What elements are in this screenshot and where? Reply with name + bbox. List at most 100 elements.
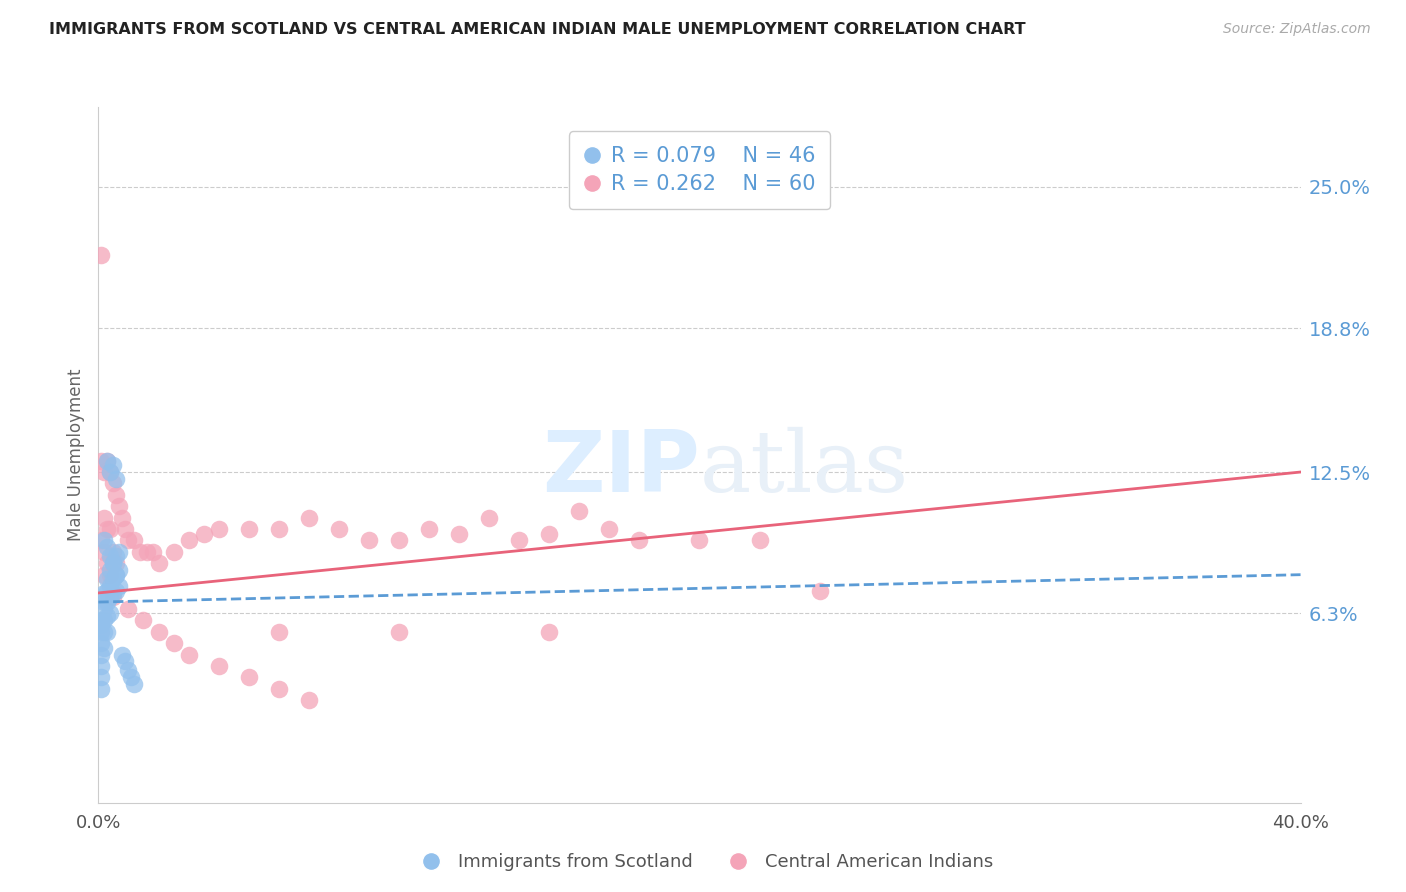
Point bbox=[96, 583, 118, 598]
Point bbox=[132, 613, 155, 627]
Point bbox=[598, 522, 620, 536]
Point bbox=[90, 681, 112, 696]
Point bbox=[177, 648, 200, 662]
Point bbox=[103, 556, 125, 570]
Point bbox=[108, 563, 131, 577]
Point bbox=[90, 248, 112, 262]
Point bbox=[105, 556, 128, 570]
Point bbox=[538, 624, 561, 639]
Point bbox=[162, 636, 184, 650]
Point bbox=[103, 458, 125, 473]
Point bbox=[208, 659, 231, 673]
Point bbox=[93, 586, 115, 600]
Point bbox=[96, 624, 118, 639]
Point bbox=[748, 533, 770, 548]
Point bbox=[93, 533, 115, 548]
Point bbox=[689, 533, 711, 548]
Point bbox=[90, 613, 112, 627]
Point bbox=[108, 545, 131, 559]
Point bbox=[103, 586, 125, 600]
Point bbox=[93, 545, 115, 559]
Point bbox=[96, 522, 118, 536]
Point bbox=[388, 533, 411, 548]
Point bbox=[93, 624, 115, 639]
Point bbox=[103, 556, 125, 570]
Point bbox=[90, 533, 112, 548]
Point bbox=[96, 453, 118, 467]
Point bbox=[90, 624, 112, 639]
Point bbox=[111, 510, 134, 524]
Point bbox=[100, 465, 122, 479]
Text: atlas: atlas bbox=[700, 427, 908, 510]
Point bbox=[117, 664, 139, 678]
Point bbox=[96, 556, 118, 570]
Text: IMMIGRANTS FROM SCOTLAND VS CENTRAL AMERICAN INDIAN MALE UNEMPLOYMENT CORRELATIO: IMMIGRANTS FROM SCOTLAND VS CENTRAL AMER… bbox=[49, 22, 1026, 37]
Point bbox=[100, 563, 122, 577]
Point bbox=[114, 654, 136, 668]
Point bbox=[568, 504, 591, 518]
Point bbox=[103, 545, 125, 559]
Point bbox=[238, 670, 260, 684]
Point bbox=[114, 522, 136, 536]
Point bbox=[388, 624, 411, 639]
Point bbox=[90, 636, 112, 650]
Point bbox=[103, 591, 125, 605]
Point bbox=[96, 541, 118, 555]
Point bbox=[111, 648, 134, 662]
Point bbox=[90, 618, 112, 632]
Point bbox=[121, 670, 143, 684]
Point bbox=[100, 579, 122, 593]
Point bbox=[148, 624, 170, 639]
Point bbox=[100, 549, 122, 564]
Point bbox=[108, 500, 131, 514]
Point bbox=[100, 522, 122, 536]
Text: Source: ZipAtlas.com: Source: ZipAtlas.com bbox=[1223, 22, 1371, 37]
Point bbox=[808, 583, 831, 598]
Point bbox=[447, 526, 470, 541]
Point bbox=[93, 510, 115, 524]
Legend: Immigrants from Scotland, Central American Indians: Immigrants from Scotland, Central Americ… bbox=[405, 847, 1001, 879]
Point bbox=[105, 583, 128, 598]
Point bbox=[267, 522, 290, 536]
Point bbox=[105, 567, 128, 582]
Point bbox=[100, 591, 122, 605]
Point bbox=[418, 522, 440, 536]
Point bbox=[148, 556, 170, 570]
Point bbox=[100, 567, 122, 582]
Legend: R = 0.079    N = 46, R = 0.262    N = 60: R = 0.079 N = 46, R = 0.262 N = 60 bbox=[569, 131, 830, 209]
Point bbox=[93, 465, 115, 479]
Point bbox=[478, 510, 501, 524]
Point bbox=[105, 567, 128, 582]
Point bbox=[105, 488, 128, 502]
Point bbox=[96, 572, 118, 586]
Point bbox=[298, 510, 321, 524]
Point bbox=[357, 533, 380, 548]
Point bbox=[90, 670, 112, 684]
Text: ZIP: ZIP bbox=[541, 427, 700, 510]
Point bbox=[117, 533, 139, 548]
Point bbox=[96, 595, 118, 609]
Point bbox=[628, 533, 651, 548]
Point bbox=[238, 522, 260, 536]
Point bbox=[96, 453, 118, 467]
Point bbox=[124, 533, 146, 548]
Point bbox=[328, 522, 350, 536]
Point bbox=[298, 693, 321, 707]
Point bbox=[93, 602, 115, 616]
Point bbox=[117, 602, 139, 616]
Point bbox=[93, 595, 115, 609]
Point bbox=[193, 526, 215, 541]
Point bbox=[135, 545, 157, 559]
Point bbox=[103, 476, 125, 491]
Point bbox=[108, 579, 131, 593]
Point bbox=[103, 572, 125, 586]
Point bbox=[90, 648, 112, 662]
Point bbox=[90, 453, 112, 467]
Point bbox=[141, 545, 163, 559]
Point bbox=[93, 613, 115, 627]
Y-axis label: Male Unemployment: Male Unemployment bbox=[66, 368, 84, 541]
Point bbox=[105, 472, 128, 486]
Point bbox=[508, 533, 530, 548]
Point bbox=[129, 545, 152, 559]
Point bbox=[100, 465, 122, 479]
